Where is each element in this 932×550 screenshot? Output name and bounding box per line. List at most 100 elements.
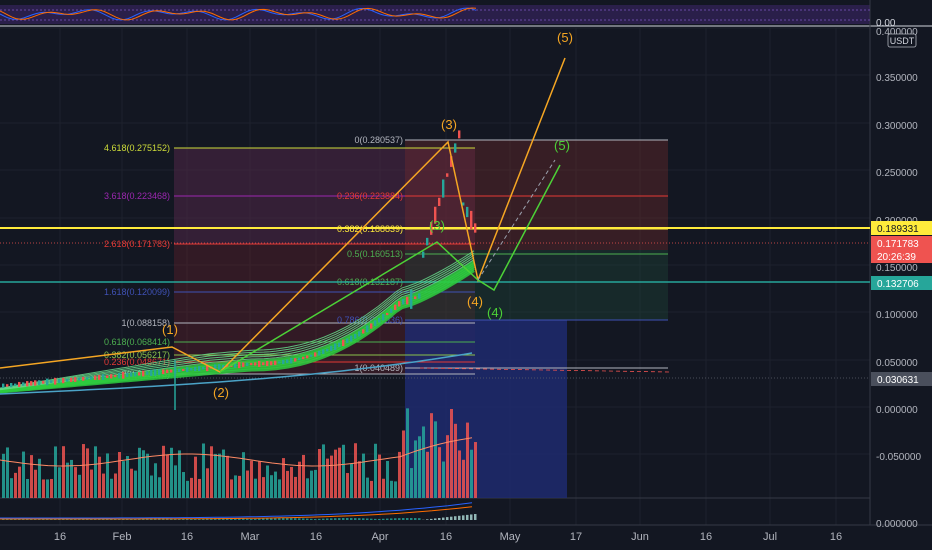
volume-bar — [210, 446, 213, 498]
macd-histogram-bar — [346, 518, 349, 520]
candle — [114, 374, 117, 378]
candle — [434, 206, 437, 224]
candle — [54, 377, 57, 385]
volume-bar — [194, 456, 197, 498]
fib-extension-label: 0.236(0.048671) — [104, 357, 170, 367]
volume-bar — [222, 449, 225, 498]
volume-bar — [18, 466, 21, 498]
fib-retracement-label: 0(0.280537) — [354, 135, 403, 145]
macd-histogram-bar — [466, 514, 469, 520]
elliott-wave-label: (1) — [162, 322, 178, 337]
volume-bar — [42, 479, 45, 498]
macd-histogram-bar — [470, 514, 473, 520]
volume-bar — [386, 460, 389, 498]
candle — [226, 364, 229, 368]
candle — [14, 383, 17, 386]
volume-bar — [186, 480, 189, 498]
volume-bar — [302, 454, 305, 498]
candle — [134, 372, 137, 377]
candle — [90, 376, 93, 380]
volume-bar — [394, 481, 397, 498]
candle — [394, 304, 397, 310]
volume-bar — [6, 447, 9, 498]
elliott-wave-label: (3) — [441, 117, 457, 132]
price-tag-label: 0.171783 — [877, 239, 919, 250]
price-tag-label: 20:26:39 — [877, 252, 916, 263]
volume-bar — [198, 478, 201, 498]
candle — [182, 368, 185, 372]
candle — [26, 381, 29, 387]
volume-bar — [134, 470, 137, 498]
price-tag-label: 0.132706 — [877, 279, 919, 290]
candle — [302, 356, 305, 360]
macd-histogram-bar — [450, 516, 453, 520]
price-tag — [871, 221, 932, 235]
price-tag — [871, 372, 932, 386]
elliott-wave-label: (4) — [467, 294, 483, 309]
macd-histogram-bar — [474, 514, 477, 520]
fib-retracement-label: 0.786(0.091936) — [337, 315, 403, 325]
macd-histogram-bar — [462, 515, 465, 520]
candle — [82, 376, 85, 381]
volume-bar — [290, 466, 293, 498]
candle — [470, 210, 473, 230]
time-axis: 16 Feb 16 Mar 16 Apr 16 May 17 Jun 16 Jul 16 — [54, 531, 842, 543]
volume-bar — [322, 444, 325, 498]
volume-bar — [122, 461, 125, 498]
volume-bar — [94, 446, 97, 498]
volume-bar — [458, 450, 461, 498]
volume-bar — [310, 470, 313, 498]
volume-bar — [402, 430, 405, 498]
time-axis-label: 16 — [440, 531, 452, 543]
candle — [190, 368, 193, 371]
candle — [298, 357, 301, 361]
volume-bar — [106, 453, 109, 498]
macd-histogram-bar — [278, 518, 281, 520]
candle — [266, 360, 269, 367]
ema-line — [0, 252, 475, 389]
volume-bar — [294, 476, 297, 498]
macd-histogram-bar — [374, 518, 377, 520]
candle — [178, 368, 181, 373]
volume-bar — [78, 474, 81, 498]
volume-bar — [218, 453, 221, 498]
volume-bar — [422, 426, 425, 498]
macd-histogram-bar — [378, 518, 381, 520]
volume-bar — [334, 449, 337, 498]
volume-bar — [338, 447, 341, 498]
volume-bar — [406, 408, 409, 498]
macd-histogram-bar — [262, 518, 265, 520]
macd-histogram-bar — [406, 518, 409, 520]
volume-bar — [30, 455, 33, 498]
candle — [390, 308, 393, 313]
macd-histogram-bar — [242, 518, 245, 520]
macd-line — [0, 502, 473, 519]
macd-histogram-bar — [282, 518, 285, 520]
candle — [158, 369, 161, 375]
time-axis-label: Apr — [371, 531, 388, 543]
volume-bar — [474, 442, 477, 498]
candle — [106, 375, 109, 379]
volume-bar — [258, 461, 261, 498]
candles — [2, 130, 477, 410]
volume-bar — [298, 461, 301, 498]
volume-bar — [274, 471, 277, 498]
macd-histogram-bar — [362, 518, 365, 520]
volume-bar — [454, 423, 457, 498]
time-axis-label: 16 — [181, 531, 193, 543]
candle — [430, 222, 433, 235]
macd-histogram-bar — [310, 518, 313, 520]
volume-bar — [414, 440, 417, 498]
volume-bar — [10, 478, 13, 498]
long-ma-line — [0, 352, 473, 395]
candle — [410, 289, 413, 309]
volume-bar — [206, 468, 209, 498]
volume-bar — [346, 473, 349, 498]
volume-bar — [158, 477, 161, 498]
macd-histogram-bar — [458, 515, 461, 520]
time-axis-label: Jul — [763, 531, 777, 543]
volume-bar — [342, 444, 345, 498]
candle — [222, 364, 225, 369]
candle — [370, 323, 373, 329]
